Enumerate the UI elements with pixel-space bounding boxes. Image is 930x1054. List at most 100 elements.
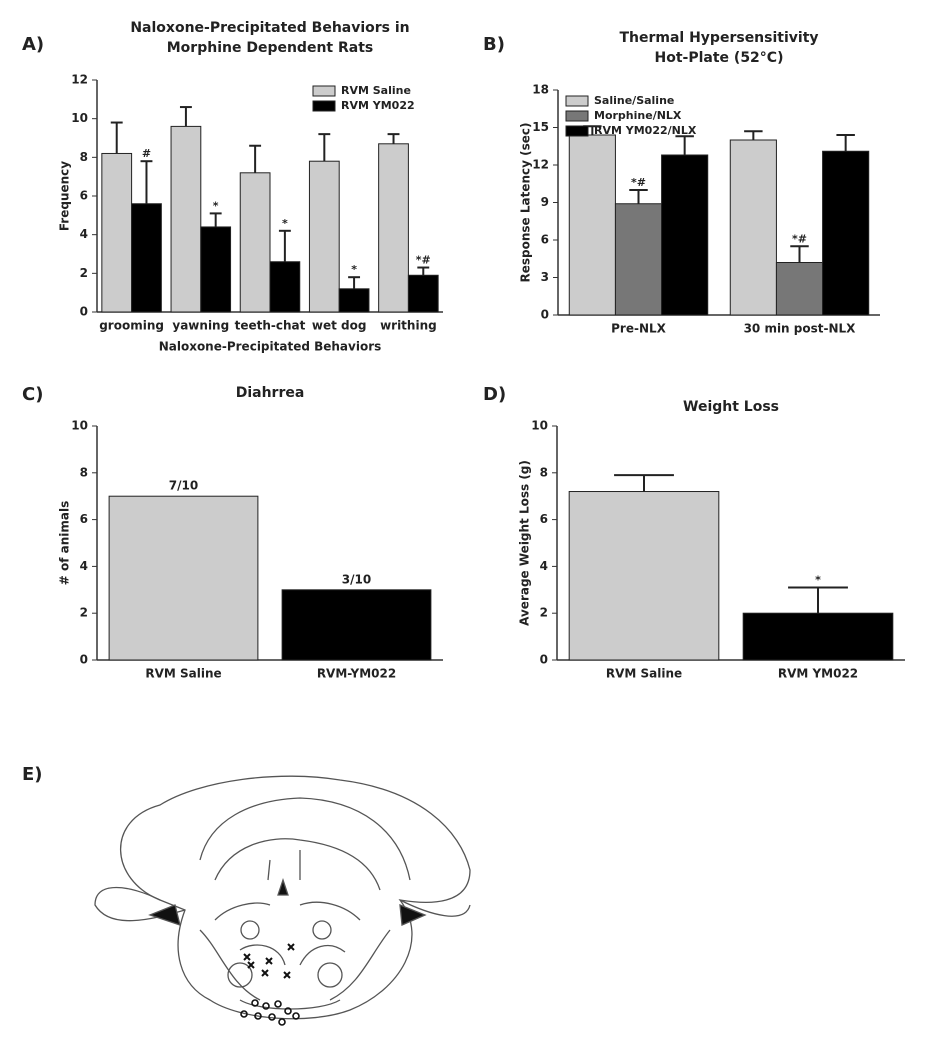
bar [742, 612, 894, 661]
significance-marker: # [142, 147, 151, 160]
panel-label: C) [22, 384, 43, 405]
title-box: Diahrrea [235, 385, 305, 401]
y-tick-label: 12 [71, 73, 88, 87]
y-tick-label: 0 [540, 653, 548, 667]
y-tick-label: 15 [532, 120, 549, 134]
significance-marker: * [351, 263, 357, 276]
y-tick-label: 2 [540, 606, 548, 620]
y-tick-label: 8 [80, 465, 88, 479]
y-tick-label: 12 [532, 158, 549, 172]
x-tick-label: teeth-chat [235, 319, 306, 333]
y-axis-label: # of animals [58, 501, 72, 586]
error-bar [278, 229, 291, 262]
error-bar [387, 133, 400, 144]
bar [378, 143, 409, 313]
significance-marker: *# [792, 232, 807, 245]
title-box: Naloxone-Precipitated Behaviors in Morph… [130, 20, 410, 56]
y-tick-label: 8 [80, 150, 88, 164]
bar [108, 495, 259, 661]
value-label: 3/10 [342, 572, 371, 586]
y-tick-label: 4 [80, 559, 88, 573]
error-bar [348, 276, 361, 289]
y-tick-label: 0 [80, 305, 88, 319]
error-bar [614, 474, 674, 492]
x-tick-label: wet dog [312, 319, 367, 333]
bar [729, 139, 777, 316]
error-bar [140, 160, 153, 204]
x-tick-label: yawning [172, 319, 229, 333]
y-tick-label: 3 [541, 270, 549, 284]
legend-swatch [565, 95, 589, 107]
chart-title: Naloxone-Precipitated Behaviors in Morph… [130, 20, 410, 56]
bar [200, 226, 232, 313]
title-box: Weight Loss [683, 399, 779, 415]
x-tick-label: Pre-NLX [611, 322, 667, 336]
panel-label: A) [22, 34, 44, 55]
bar [568, 491, 720, 661]
y-tick-label: 6 [80, 189, 88, 203]
bar [239, 172, 271, 313]
injection-markers [240, 943, 300, 1026]
y-tick-label: 0 [541, 308, 549, 322]
legend-swatch [312, 85, 336, 97]
y-axis-label: Average Weight Loss (g) [518, 460, 532, 626]
y-axis-label: Response Latency (sec) [519, 123, 533, 283]
y-tick-label: 10 [531, 419, 548, 433]
y-tick-label: 2 [80, 266, 88, 280]
significance-marker: * [282, 217, 288, 230]
chart-title: Diahrrea [235, 385, 305, 401]
error-bar [744, 130, 763, 140]
error-bar [209, 212, 222, 227]
panel-label: B) [483, 34, 505, 55]
significance-marker: *# [631, 176, 646, 189]
bar [338, 288, 370, 313]
significance-marker: *# [416, 254, 431, 267]
y-tick-label: 6 [80, 512, 88, 526]
significance-marker: * [213, 199, 219, 212]
legend-label: RVM YM022/NLX [594, 124, 697, 137]
bar [661, 154, 709, 316]
x-tick-label: grooming [99, 319, 164, 333]
legend-label: Morphine/NLX [594, 109, 682, 122]
bar [614, 203, 663, 316]
title-box: Thermal Hypersensitivity Hot-Plate (52°C) [619, 30, 819, 66]
bar [775, 262, 824, 316]
value-label: 7/10 [169, 479, 198, 493]
x-axis-label: Naloxone-Precipitated Behaviors [159, 340, 382, 354]
legend-swatch [312, 100, 336, 112]
y-tick-label: 0 [80, 653, 88, 667]
y-tick-label: 10 [71, 111, 88, 125]
bar [170, 125, 202, 313]
bar [822, 150, 870, 316]
bar [131, 203, 162, 313]
y-tick-label: 6 [540, 512, 548, 526]
x-tick-label: RVM YM022 [778, 667, 858, 681]
x-tick-label: RVM Saline [145, 667, 221, 681]
significance-marker: * [815, 573, 821, 586]
x-tick-label: RVM Saline [606, 667, 682, 681]
chart-title: Thermal Hypersensitivity [619, 30, 819, 46]
bar [568, 134, 616, 316]
y-tick-label: 10 [71, 419, 88, 433]
legend-swatch [565, 125, 589, 137]
brain-section [94, 775, 471, 1020]
chart-subtitle: Hot-Plate (52°C) [654, 50, 784, 66]
y-tick-label: 4 [540, 559, 548, 573]
error-bar [675, 135, 694, 155]
error-bar [836, 134, 855, 152]
error-bar [110, 121, 123, 154]
panel-label: E) [22, 764, 43, 785]
legend-label: RVM YM022 [341, 99, 415, 112]
error-bar [790, 245, 809, 263]
error-bar [788, 586, 848, 614]
bar [308, 160, 340, 313]
bar [281, 589, 432, 661]
x-tick-label: RVM-YM022 [317, 667, 396, 681]
error-bar [417, 266, 430, 276]
panel-label: D) [483, 384, 506, 405]
bar [269, 261, 301, 313]
error-bar [629, 189, 648, 204]
y-tick-label: 9 [541, 195, 549, 209]
y-tick-label: 2 [80, 606, 88, 620]
